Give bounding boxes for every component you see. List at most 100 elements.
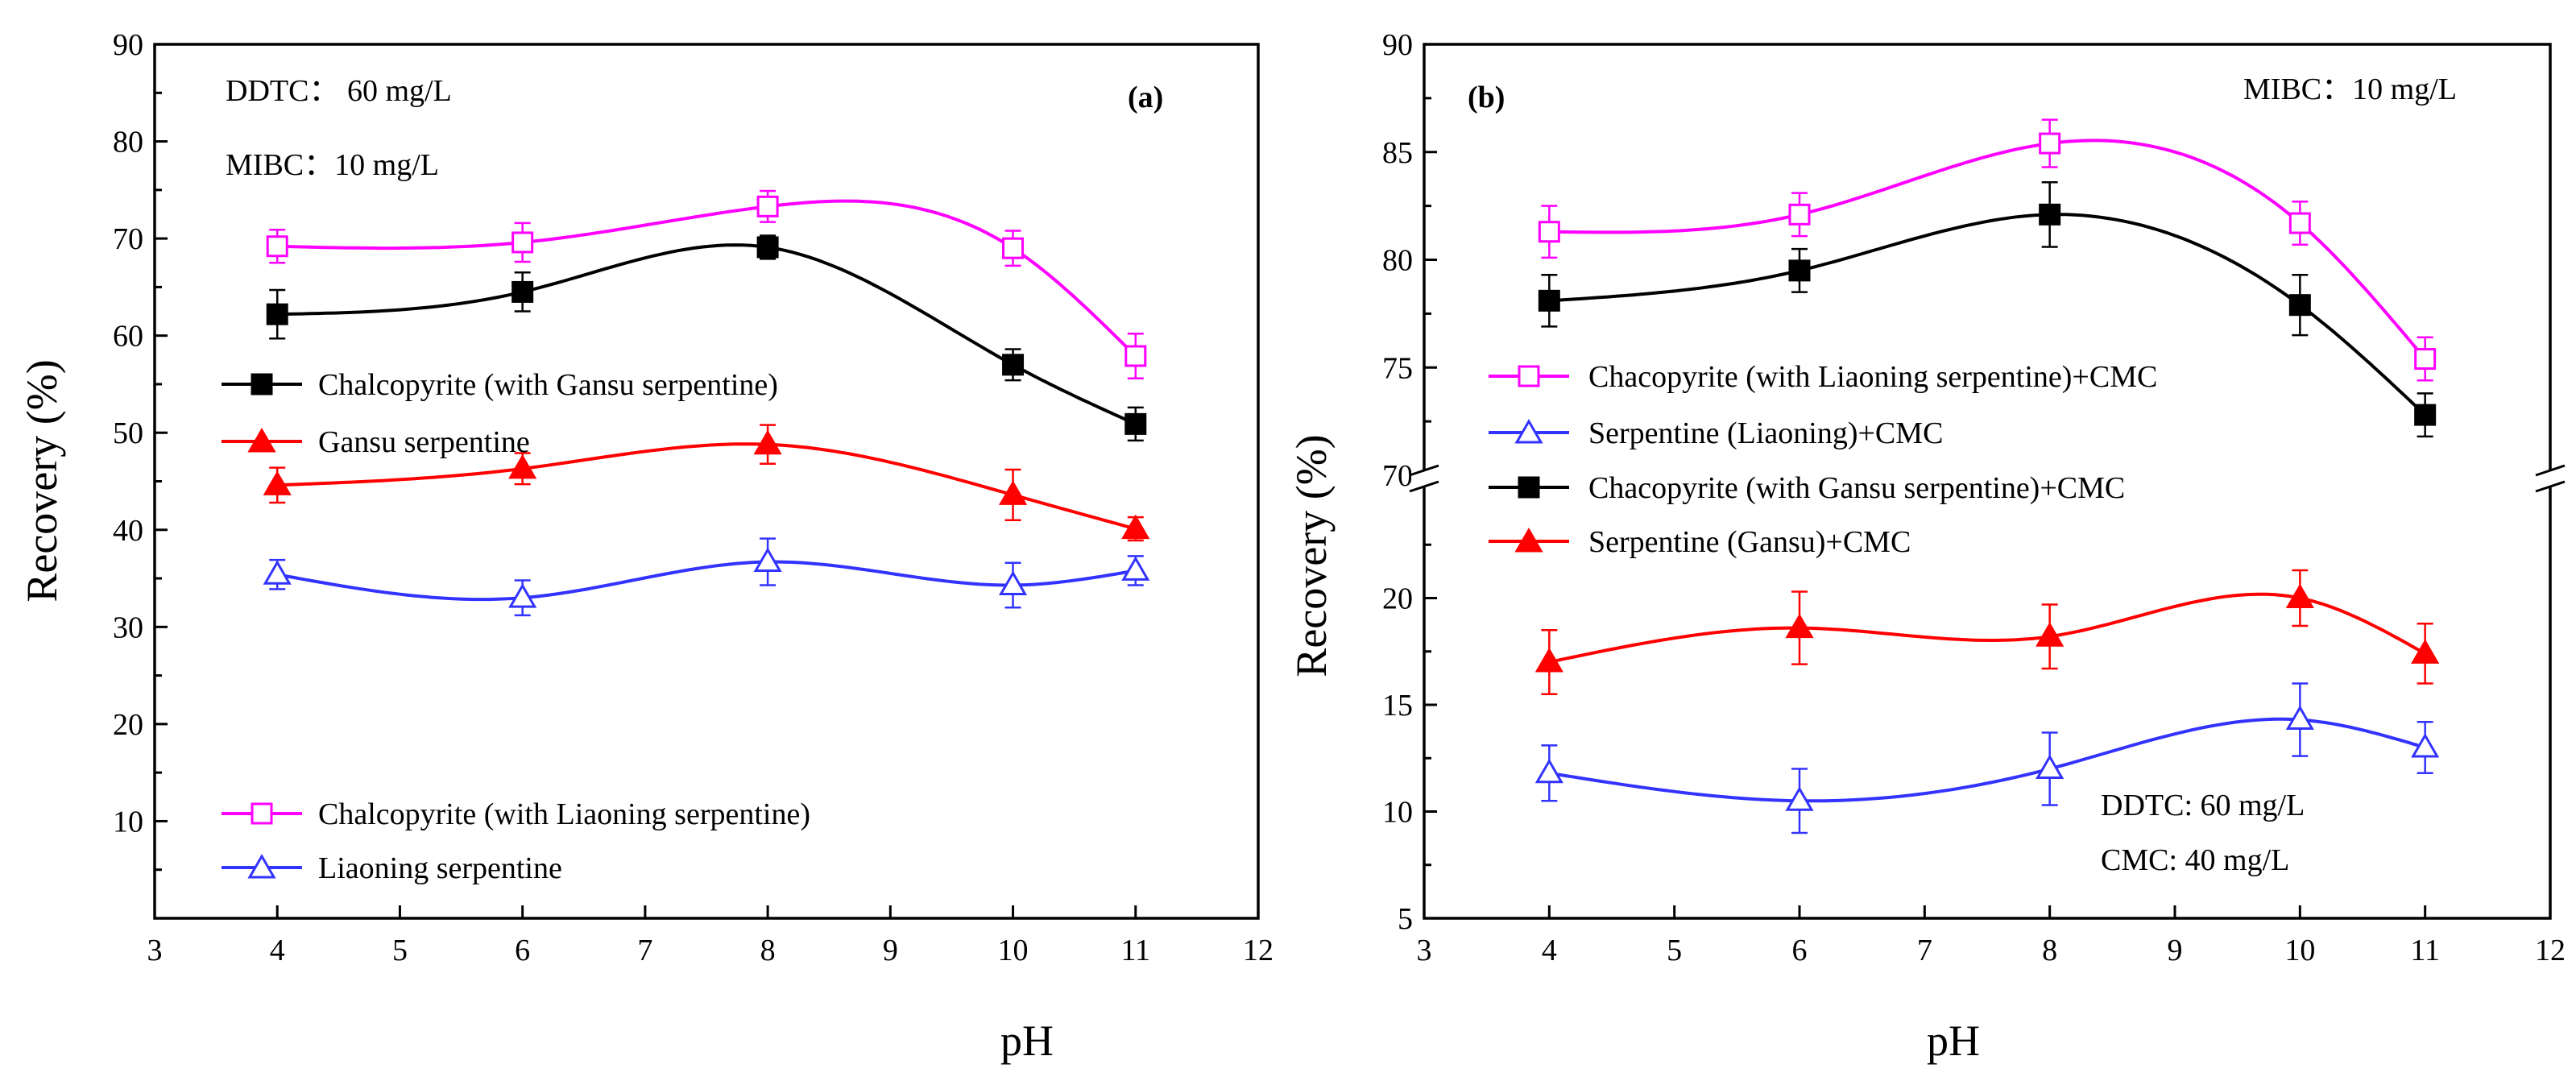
panel-b-legend-item-3: Serpentine (Gansu)+CMC xyxy=(1489,525,1911,559)
panel-a-series-1-point-1 xyxy=(508,453,537,479)
panel-b-series-0-point-2 xyxy=(2039,132,2061,155)
panel-b-x-tick-label-5: 8 xyxy=(2042,934,2057,967)
panel-b-x-tick-label-1: 4 xyxy=(1542,934,1557,967)
panel-b-y-axis-title: Recovery (%) xyxy=(1287,434,1336,677)
panel-b-legend-marker-1 xyxy=(1514,418,1543,444)
panel-b-series-2-point-4 xyxy=(2414,404,2437,426)
panel-a-y-tick-label-5: 60 xyxy=(113,320,143,354)
panel-b-legend-item-0: Chacopyrite (with Liaoning serpentine)+C… xyxy=(1489,360,2157,394)
panel-b-series-2-point-1 xyxy=(1788,259,1811,282)
panel-a-series-2 xyxy=(266,189,1147,379)
panel-a-legend-marker-3 xyxy=(247,853,276,879)
panel-a-series-3-point-4 xyxy=(1121,556,1150,581)
panel-b-series-1-point-4 xyxy=(2411,732,2440,758)
panel-a-x-tick-label-7: 10 xyxy=(998,934,1029,967)
panel-b-x-tick-label-8: 11 xyxy=(2410,934,2440,967)
panel-b-label: (b) xyxy=(1468,81,1505,114)
panel-b-legend-label-2: Chacopyrite (with Gansu serpentine)+CMC xyxy=(1588,471,2125,505)
panel-b-legend-marker-0 xyxy=(1518,365,1540,387)
panel-b-y-upper-tick-label-3: 85 xyxy=(1382,136,1413,170)
panel-a-series-2-point-1 xyxy=(511,231,534,254)
panel-b: 3 4 5 6 7 8 9 10 11 12 70 75 80 85 90 5 10 15 20 pH Recove… xyxy=(1287,28,2566,1065)
panel-a-series-0-point-0 xyxy=(266,303,288,325)
panel-a-legend: Chalcopyrite (with Gansu serpentine) Gan… xyxy=(222,368,810,885)
panel-a-series-2-point-3 xyxy=(1002,237,1025,259)
panel-b-x-tick-label-9: 12 xyxy=(2535,934,2566,967)
panel-b-series-1-point-1 xyxy=(1785,786,1814,811)
panel-b-annotation-cmc: CMC: 40 mg/L xyxy=(2101,843,2289,877)
panel-b-y-lower-tick-label-3: 20 xyxy=(1382,582,1413,616)
panel-a-series-3-point-3 xyxy=(998,570,1028,595)
panel-b-series-2-point-3 xyxy=(2288,294,2311,317)
panel-a-x-tick-label-8: 11 xyxy=(1120,934,1150,967)
panel-b-series-0-point-3 xyxy=(2288,212,2311,234)
panel-a-series-2-point-4 xyxy=(1124,345,1147,367)
panel-b-x-tick-label-7: 10 xyxy=(2284,934,2315,967)
panel-a-legend-marker-1 xyxy=(247,427,276,453)
panel-a-y-tick-label-0: 10 xyxy=(113,805,143,839)
panel-a-series-3-point-1 xyxy=(508,583,537,608)
panel-a-y-tick-label-7: 80 xyxy=(113,126,143,159)
panel-b-axis-break-right-gap xyxy=(2536,470,2565,487)
panel-b-series-3-point-2 xyxy=(2036,622,2065,647)
panel-b-series-0 xyxy=(1538,118,2437,382)
panel-b-series-3 xyxy=(1534,569,2440,695)
panel-a-x-tick-label-0: 3 xyxy=(147,934,163,967)
panel-b-x-tick-label-0: 3 xyxy=(1417,934,1432,967)
panel-a-x-tick-label-3: 6 xyxy=(515,934,530,967)
panel-b-series-3-point-3 xyxy=(2285,583,2314,608)
panel-b-series-2-point-2 xyxy=(2039,203,2061,226)
panel-a-x-tick-label-1: 4 xyxy=(270,934,285,967)
panel-a-legend-item-2: Chalcopyrite (with Liaoning serpentine) xyxy=(222,797,810,831)
panel-a-x-tick-label-6: 9 xyxy=(883,934,898,967)
panel-a-y-tick-label-4: 50 xyxy=(113,416,143,450)
panel-b-series-1-point-3 xyxy=(2285,705,2314,731)
panel-b-annotation-ddtc: DDTC: 60 mg/L xyxy=(2101,789,2305,822)
panel-b-axis-break-left-mark-2 xyxy=(1409,480,1439,493)
panel-b-legend-item-2: Chacopyrite (with Gansu serpentine)+CMC xyxy=(1489,471,2125,505)
panel-a-series-0 xyxy=(266,234,1147,442)
panel-b-y-lower-tick-label-2: 15 xyxy=(1382,689,1413,723)
panel-b-series-2-point-0 xyxy=(1538,289,1560,312)
panel-a-series xyxy=(263,189,1150,617)
panel-b-series-1-point-2 xyxy=(2036,754,2065,779)
panel-a-legend-label-1: Gansu serpentine xyxy=(318,425,530,459)
panel-a-legend-label-2: Chalcopyrite (with Liaoning serpentine) xyxy=(318,797,810,831)
panel-b-series-3-point-0 xyxy=(1534,647,1563,673)
panel-a-series-3-point-2 xyxy=(753,547,782,573)
panel-a-x-axis-title: pH xyxy=(1000,1017,1054,1065)
panel-a-ticks: 3 4 5 6 7 8 9 10 11 12 10 20 30 40 50 60 70 80 90 xyxy=(113,28,1274,967)
panel-b-y-upper-tick-label-2: 80 xyxy=(1382,244,1413,278)
panel-b-series-1 xyxy=(1534,682,2440,834)
panel-a-x-tick-label-2: 5 xyxy=(392,934,408,967)
panel-b-legend-label-3: Serpentine (Gansu)+CMC xyxy=(1588,525,1911,559)
panel-a-y-tick-label-1: 20 xyxy=(113,708,143,742)
panel-b-legend-marker-2 xyxy=(1518,476,1540,499)
panel-b-series-2 xyxy=(1538,180,2437,438)
panel-b-series xyxy=(1534,118,2440,834)
panel-b-axis-break-right-mark-1 xyxy=(2535,464,2566,477)
panel-a-y-tick-label-3: 40 xyxy=(113,514,143,548)
panel-a-series-1-point-4 xyxy=(1121,514,1150,540)
panel-b-annotation-mibc: MIBC：10 mg/L xyxy=(2243,72,2457,106)
panel-b-y-upper-tick-label-0: 70 xyxy=(1382,459,1413,493)
panel-a-series-2-point-0 xyxy=(266,235,288,258)
panel-a-y-tick-label-2: 30 xyxy=(113,611,143,644)
panel-b-axis-break-left-mark-1 xyxy=(1409,464,1439,477)
panel-a-series-3 xyxy=(263,537,1150,617)
panel-b-legend-label-1: Serpentine (Liaoning)+CMC xyxy=(1588,416,1943,450)
panel-a-legend-item-0: Chalcopyrite (with Gansu serpentine) xyxy=(222,368,778,402)
panel-b-series-0-point-1 xyxy=(1788,203,1811,226)
panel-a-legend-marker-2 xyxy=(251,802,273,825)
panel-a-series-1-point-0 xyxy=(263,470,292,495)
panel-b-axis-break-right xyxy=(2535,464,2566,493)
panel-a-series-1-point-2 xyxy=(753,429,782,455)
panel-a-series-3-point-0 xyxy=(263,560,292,585)
panel-a-legend-item-3: Liaoning serpentine xyxy=(222,851,562,885)
panel-b-series-0-point-0 xyxy=(1538,221,1560,243)
panel-a-series-1 xyxy=(263,424,1150,542)
panel-a-y-tick-label-8: 90 xyxy=(113,28,143,62)
panel-b-axis-break-right-mark-2 xyxy=(2535,480,2566,493)
panel-b-series-1-point-0 xyxy=(1534,758,1563,784)
panel-b-y-upper-tick-label-1: 75 xyxy=(1382,351,1413,385)
